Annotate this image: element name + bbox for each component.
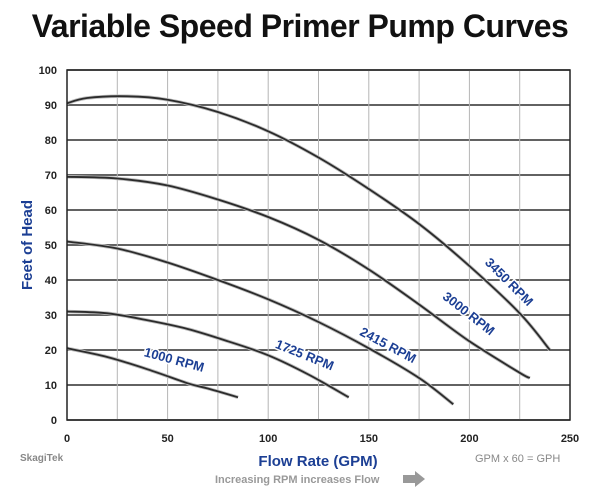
y-tick-label: 60 xyxy=(45,205,57,217)
x-tick-label: 250 xyxy=(561,433,579,445)
axes xyxy=(66,69,571,421)
y-tick-label: 80 xyxy=(45,135,57,147)
y-tick-label: 90 xyxy=(45,100,57,112)
y-tick-label: 10 xyxy=(45,380,57,392)
x-tick-label: 200 xyxy=(460,433,478,445)
x-tick-label: 100 xyxy=(259,433,277,445)
y-tick-label: 30 xyxy=(45,310,57,322)
x-tick-label: 150 xyxy=(360,433,378,445)
tick-labels: 0 10 20 30 40 50 60 70 80 90 100 0 50 100 150 200 250 xyxy=(39,65,580,445)
footer-caption: Increasing RPM increases Flow xyxy=(215,474,380,486)
y-tick-label: 20 xyxy=(45,345,57,357)
x-tick-label: 50 xyxy=(161,433,173,445)
curve-3450-rpm xyxy=(66,95,551,351)
chart-title: Variable Speed Primer Pump Curves xyxy=(31,8,569,44)
arrow-right-icon xyxy=(403,471,425,487)
curve-2415-rpm xyxy=(66,240,454,406)
curve-1000-rpm xyxy=(66,347,239,399)
y-tick-label: 0 xyxy=(51,415,57,427)
curve-1725-rpm xyxy=(66,310,350,399)
brand-logo-text: SkagiTek xyxy=(20,453,64,464)
curve-label-text: 3000 RPM xyxy=(440,289,498,339)
conversion-note: GPM x 60 = GPH xyxy=(475,453,560,465)
curve-shadow-2415-rpm xyxy=(66,239,455,406)
y-tick-label: 70 xyxy=(45,170,57,182)
x-axis-title: Flow Rate (GPM) xyxy=(258,453,377,470)
x-tick-label: 0 xyxy=(64,433,70,445)
y-axis-title: Feet of Head xyxy=(19,200,36,290)
curve-label-text: 1725 RPM xyxy=(273,336,336,373)
y-tick-label: 100 xyxy=(39,65,57,77)
curve-3000-rpm xyxy=(66,175,531,379)
y-tick-label: 40 xyxy=(45,275,57,287)
y-tick-label: 50 xyxy=(45,240,57,252)
curves xyxy=(66,94,552,406)
plot-frame xyxy=(66,69,571,421)
